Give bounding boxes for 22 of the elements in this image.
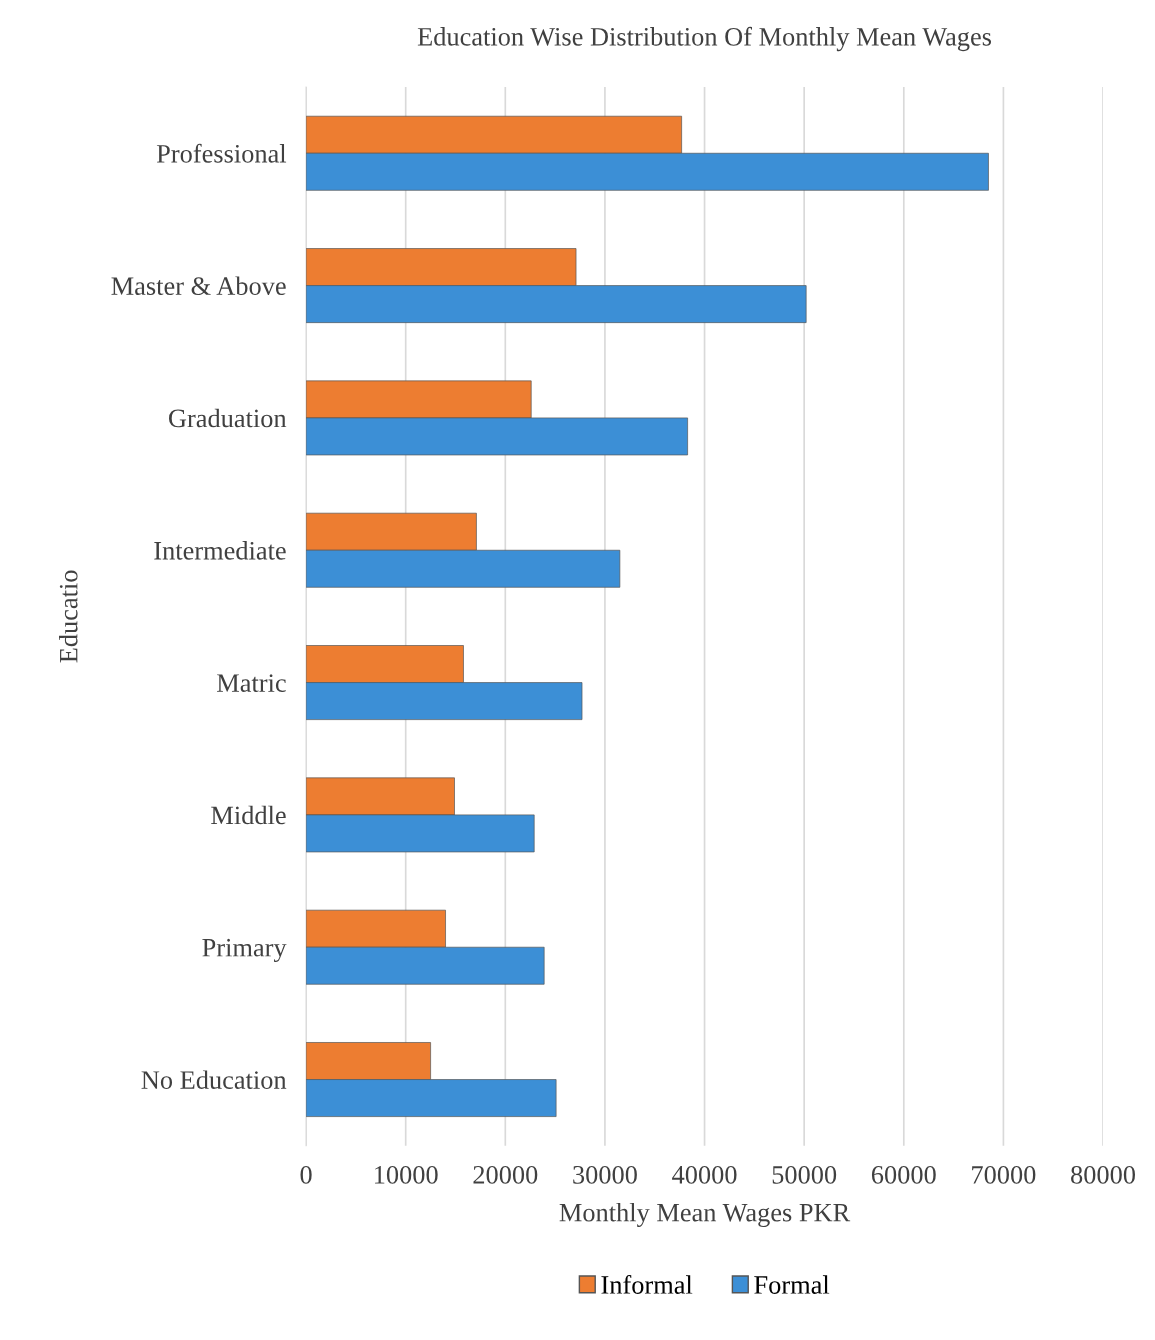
y-axis-title: Educatio <box>59 570 78 663</box>
x-axis-title: Monthly Mean Wages PKR <box>559 1202 851 1227</box>
x-tick-label: 20000 <box>473 1165 538 1184</box>
x-tick-label: 10000 <box>375 1165 438 1184</box>
x-tick-label: 40000 <box>672 1165 737 1184</box>
y-tick-label: No Education <box>141 1070 287 1089</box>
y-tick-label: Primary <box>202 938 287 963</box>
legend-label: Formal <box>754 1275 830 1294</box>
x-tick-label: 60000 <box>871 1165 936 1184</box>
y-tick-label: Graduation <box>169 408 287 428</box>
y-tick-label: Professional <box>156 143 287 163</box>
x-tick-label: 0 <box>300 1165 312 1184</box>
x-tick-label: 80000 <box>1071 1165 1136 1184</box>
y-tick-label: Middle <box>211 805 286 825</box>
chart-title: Education Wise Distribution Of Monthly Mean Wages <box>417 26 992 52</box>
y-tick-label: Master & Above <box>111 276 286 295</box>
x-tick-label: 50000 <box>772 1165 837 1184</box>
y-tick-label: Intermediate <box>154 541 286 560</box>
x-tick-label: 70000 <box>972 1165 1036 1184</box>
legend-label: Informal <box>601 1275 693 1294</box>
x-tick-label: 30000 <box>573 1165 637 1184</box>
y-tick-label: Matric <box>217 674 286 692</box>
